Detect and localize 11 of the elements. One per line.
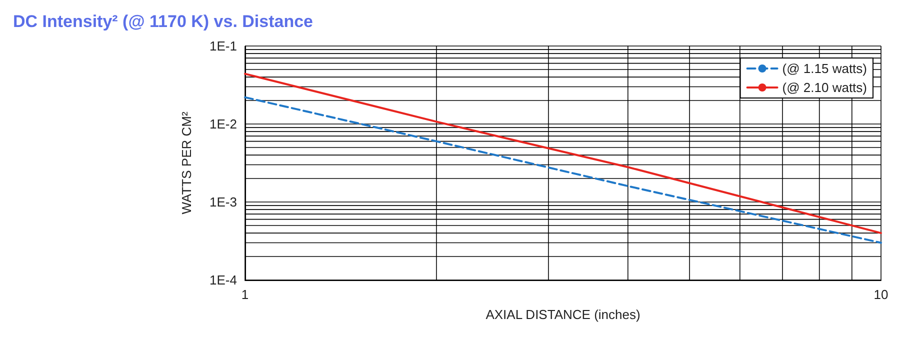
y-tick-label: 1E-3 bbox=[210, 194, 237, 210]
legend-label: (@ 1.15 watts) bbox=[782, 61, 868, 76]
y-tick-label: 1E-4 bbox=[210, 272, 237, 288]
x-tick-label: 1 bbox=[241, 287, 249, 302]
y-tick-label: 1E-2 bbox=[210, 116, 237, 132]
x-axis-title: AXIAL DISTANCE (inches) bbox=[486, 307, 640, 322]
y-axis-title: WATTS PER CM² bbox=[179, 111, 194, 214]
chart-title: DC Intensity² (@ 1170 K) vs. Distance bbox=[13, 12, 314, 31]
y-tick-label: 1E-1 bbox=[210, 38, 237, 54]
x-tick-label: 10 bbox=[874, 287, 888, 302]
legend-label: (@ 2.10 watts) bbox=[782, 80, 868, 95]
